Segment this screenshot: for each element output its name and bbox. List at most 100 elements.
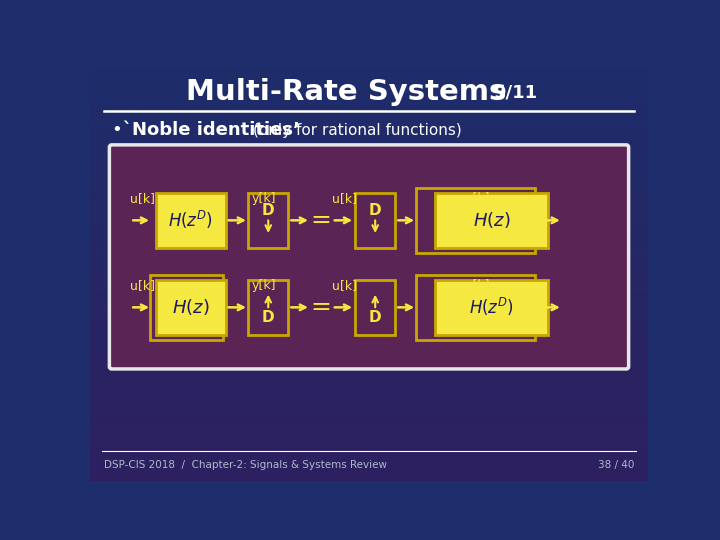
Text: $H(z)$: $H(z)$ — [473, 211, 510, 231]
Bar — [90, 397, 648, 402]
Bar — [90, 140, 648, 144]
Bar — [90, 260, 648, 265]
Bar — [90, 443, 648, 447]
Bar — [90, 169, 648, 173]
Bar — [90, 202, 648, 206]
Text: D: D — [369, 310, 382, 325]
Bar — [90, 447, 648, 451]
Text: D: D — [262, 203, 274, 218]
Bar — [90, 244, 648, 248]
Bar — [90, 219, 648, 223]
Bar — [90, 211, 648, 214]
Text: u[k]: u[k] — [332, 192, 357, 205]
Bar — [90, 156, 648, 160]
Text: D: D — [262, 310, 274, 325]
Bar — [90, 160, 648, 165]
Bar — [90, 152, 648, 156]
Bar — [90, 393, 648, 397]
Text: 9/11: 9/11 — [493, 84, 537, 102]
Bar — [90, 273, 648, 277]
Bar — [435, 193, 548, 248]
Bar — [248, 280, 289, 335]
Bar — [90, 468, 648, 472]
Bar — [90, 348, 648, 352]
Bar — [90, 206, 648, 211]
Bar — [90, 373, 648, 377]
Bar — [90, 410, 648, 414]
Bar — [90, 377, 648, 381]
Bar — [150, 275, 223, 340]
Bar — [90, 131, 648, 136]
Text: y[k]: y[k] — [251, 192, 276, 205]
Bar — [90, 298, 648, 302]
Bar — [90, 327, 648, 331]
Bar — [248, 193, 289, 248]
Bar — [90, 198, 648, 202]
Bar — [156, 280, 225, 335]
Text: Multi-Rate Systems: Multi-Rate Systems — [186, 78, 506, 106]
Bar — [90, 194, 648, 198]
Bar — [156, 193, 225, 248]
Bar — [90, 252, 648, 256]
Bar — [90, 343, 648, 348]
Text: $H(z^D)$: $H(z^D)$ — [168, 210, 213, 232]
Bar — [90, 127, 648, 131]
Text: y[k]: y[k] — [466, 192, 490, 205]
Bar — [90, 360, 648, 364]
Text: (only for rational functions): (only for rational functions) — [253, 123, 462, 138]
Bar — [90, 256, 648, 260]
Bar — [90, 281, 648, 285]
Bar — [90, 248, 648, 252]
Bar — [90, 306, 648, 310]
Bar — [90, 277, 648, 281]
Bar — [90, 368, 648, 373]
Bar — [90, 177, 648, 181]
Bar — [90, 268, 648, 273]
Bar — [90, 431, 648, 435]
Text: 38 / 40: 38 / 40 — [598, 460, 634, 470]
Bar — [90, 406, 648, 410]
Text: DSP-CIS 2018  /  Chapter-2: Signals & Systems Review: DSP-CIS 2018 / Chapter-2: Signals & Syst… — [104, 460, 387, 470]
Bar — [90, 231, 648, 235]
Bar — [90, 136, 648, 140]
Text: y[k]: y[k] — [251, 279, 276, 292]
Bar — [90, 389, 648, 393]
Bar — [90, 319, 648, 322]
Bar — [90, 294, 648, 298]
Bar — [90, 451, 648, 456]
Text: y[k]: y[k] — [466, 279, 490, 292]
Bar — [90, 98, 648, 102]
Bar — [90, 335, 648, 339]
Bar — [90, 173, 648, 177]
Bar — [90, 214, 648, 219]
Bar — [90, 285, 648, 289]
Bar — [90, 385, 648, 389]
Bar — [90, 460, 648, 464]
Bar — [90, 356, 648, 360]
Bar — [90, 331, 648, 335]
Bar — [355, 280, 395, 335]
Bar — [90, 227, 648, 231]
Text: `Noble identities’: `Noble identities’ — [122, 122, 300, 139]
Bar — [90, 123, 648, 127]
FancyBboxPatch shape — [109, 145, 629, 369]
Text: =: = — [310, 208, 331, 232]
Text: $H(z)$: $H(z)$ — [172, 298, 210, 318]
Bar — [90, 65, 648, 69]
Bar — [90, 402, 648, 406]
Bar — [90, 69, 648, 73]
Bar — [90, 439, 648, 443]
Text: =: = — [310, 295, 331, 319]
Bar — [90, 235, 648, 239]
Bar — [90, 265, 648, 268]
Text: •: • — [112, 122, 122, 139]
Bar — [90, 239, 648, 244]
Bar — [435, 280, 548, 335]
Bar — [90, 77, 648, 82]
Bar — [90, 435, 648, 439]
Bar — [415, 188, 535, 253]
Bar — [90, 314, 648, 319]
Bar — [90, 85, 648, 90]
Bar — [90, 381, 648, 385]
Bar — [90, 339, 648, 343]
